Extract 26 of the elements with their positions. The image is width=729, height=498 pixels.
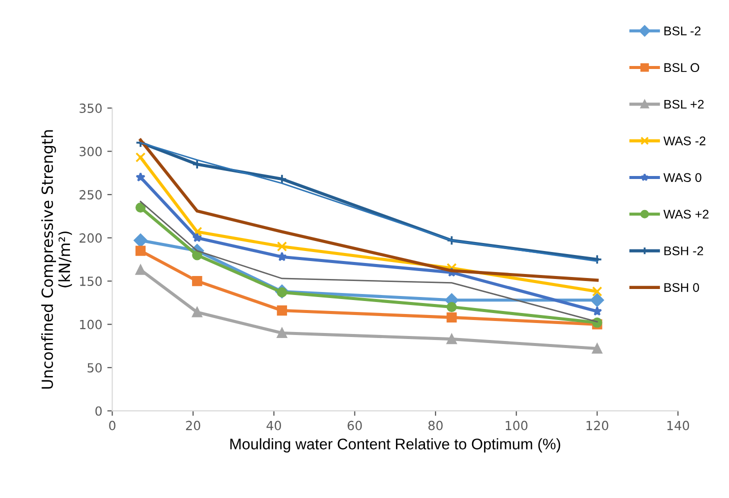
- x-tick-label: 20: [186, 420, 200, 430]
- legend-label: BSL -2: [664, 26, 701, 36]
- x-tick-label: 0: [109, 420, 116, 430]
- y-tick-label: 150: [80, 276, 102, 286]
- y-tick-label: 200: [80, 233, 102, 243]
- y-tick-label: 300: [80, 146, 102, 156]
- y-tick-label: 0: [95, 406, 102, 416]
- legend-label: WAS -2: [663, 136, 706, 146]
- y-tick-label: 350: [80, 104, 102, 113]
- x-axis-title: Moulding water Content Relative to Optimum (%): [230, 438, 560, 452]
- legend-label: BSH -2: [664, 246, 704, 256]
- x-tick-label: 100: [506, 420, 528, 430]
- legend-label: BSL O: [664, 63, 700, 72]
- x-tick-label: 60: [348, 420, 362, 430]
- legend-label: WAS +2: [663, 210, 708, 219]
- x-tick-label: 140: [667, 420, 690, 430]
- y-tick-label: 100: [80, 320, 102, 330]
- x-tick-label: 40: [266, 420, 282, 430]
- legend-label: BSH 0: [664, 283, 700, 292]
- legend-label: BSL +2: [664, 100, 704, 109]
- x-tick-label: 120: [586, 420, 608, 430]
- legend-label: WAS 0: [663, 173, 702, 182]
- y-axis-title: Unconfined Compressive Strength (kN/m²): [41, 130, 72, 389]
- y-tick-label: 250: [80, 190, 102, 200]
- x-tick-label: 80: [428, 420, 443, 430]
- y-tick-label: 50: [88, 363, 102, 373]
